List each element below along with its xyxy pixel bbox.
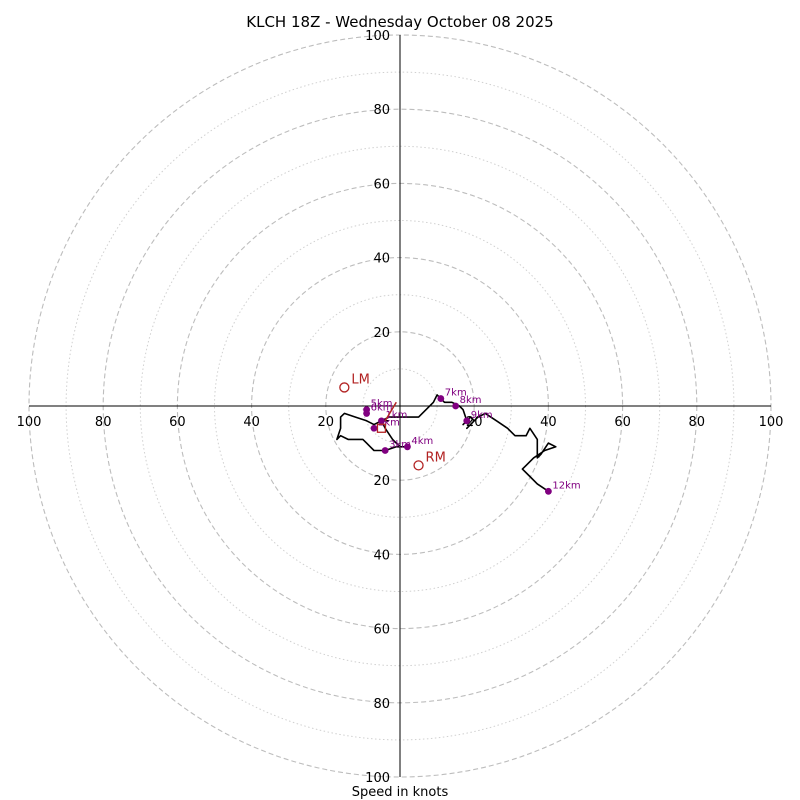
x-tick-label: 60 xyxy=(614,415,631,430)
x-tick-label: 100 xyxy=(17,415,42,430)
height-marker-6km xyxy=(363,410,371,417)
height-marker-2km xyxy=(370,424,378,432)
x-tick-label: 40 xyxy=(540,415,557,430)
x-tick-label: 60 xyxy=(169,415,186,430)
storm-motion-rm xyxy=(413,460,424,471)
storm-motion-label: LM xyxy=(351,372,369,387)
hodograph-line xyxy=(336,394,557,492)
x-axis-label: Speed in knots xyxy=(352,785,449,800)
chart-title: KLCH 18Z - Wednesday October 08 2025 xyxy=(246,13,553,31)
height-marker-1km xyxy=(378,417,385,425)
storm-motion-lm xyxy=(339,382,350,393)
y-tick-label: 40 xyxy=(373,252,390,267)
x-tick-label: 20 xyxy=(318,415,335,430)
y-tick-label: 40 xyxy=(373,548,390,563)
height-marker-9km xyxy=(463,417,471,425)
x-tick-label: 80 xyxy=(95,415,112,430)
y-tick-label: 60 xyxy=(373,177,390,192)
height-marker-3km xyxy=(381,447,389,454)
x-tick-label: 80 xyxy=(689,415,706,430)
height-marker-label: 5km xyxy=(371,399,393,410)
hodograph-trace xyxy=(336,394,557,492)
height-marker-label: 8km xyxy=(460,395,482,406)
y-tick-label: 20 xyxy=(373,474,390,489)
y-tick-label: 100 xyxy=(365,771,390,786)
tick-labels: 100 80 60 40 20 20 40 60 80 100 100 80 60 40 20 20 40 60 8… xyxy=(17,29,784,786)
height-marker-label: 12km xyxy=(552,480,580,491)
height-marker-label: 1km xyxy=(385,410,407,421)
mean-wind-marker xyxy=(376,423,387,433)
height-marker-label: 3km xyxy=(389,440,411,451)
x-tick-label: 20 xyxy=(466,415,483,430)
height-marker-label: 6km xyxy=(371,402,393,413)
height-marker-12km xyxy=(545,487,552,495)
height-marker-label: 7km xyxy=(445,388,467,399)
y-tick-label: 80 xyxy=(373,103,390,118)
shear-vector-line xyxy=(384,401,397,422)
y-tick-label: 60 xyxy=(373,623,390,638)
height-marker-7km xyxy=(437,395,445,402)
storm-motion-markers: LM RM xyxy=(339,372,446,471)
height-marker-label: 2km xyxy=(378,417,400,428)
axes xyxy=(29,35,771,777)
y-tick-label: 20 xyxy=(373,326,390,341)
y-tick-label: 80 xyxy=(373,697,390,712)
storm-motion-label: RM xyxy=(426,450,446,465)
y-tick-label: 100 xyxy=(365,29,390,44)
height-marker-4km xyxy=(404,443,411,451)
x-tick-label: 40 xyxy=(243,415,260,430)
x-tick-label: 100 xyxy=(759,415,784,430)
height-marker-8km xyxy=(452,402,460,410)
height-marker-label: 4km xyxy=(411,436,433,447)
height-marker-label: 9km xyxy=(471,410,493,421)
